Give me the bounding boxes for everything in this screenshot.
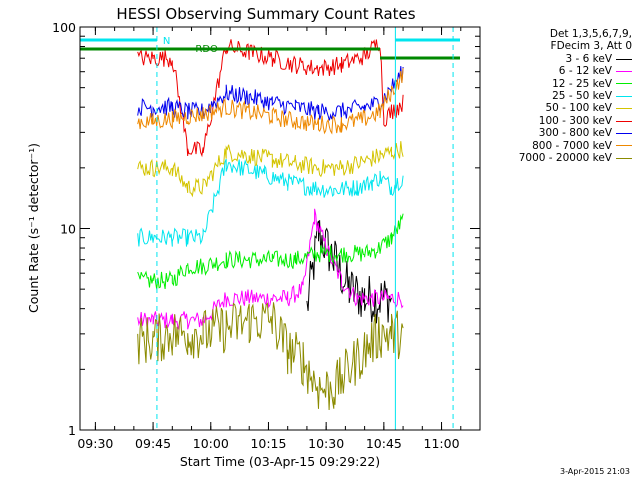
y-tick-label: 1 xyxy=(68,423,76,438)
legend-item: 12 - 25 keV xyxy=(492,78,632,90)
legend-swatch xyxy=(616,132,632,134)
legend-swatch xyxy=(616,145,632,147)
x-tick-label: 10:30 xyxy=(308,436,344,451)
legend-item: 100 - 300 keV xyxy=(492,115,632,127)
y-axis-label: Count Rate (s⁻¹ detector⁻¹) xyxy=(26,143,41,313)
x-tick-label: 10:15 xyxy=(250,436,286,451)
legend-swatch xyxy=(616,95,632,97)
legend-header-line-2: FDecim 3, Att 0 xyxy=(550,40,632,53)
legend-item: 3 - 6 keV xyxy=(492,53,632,65)
x-tick-label: 09:45 xyxy=(135,436,171,451)
y-tick-label: 100 xyxy=(52,20,76,35)
legend-swatch xyxy=(616,83,632,85)
legend-item: 7000 - 20000 keV xyxy=(492,152,632,164)
legend-label: 300 - 800 keV xyxy=(538,127,612,140)
series-line xyxy=(137,158,404,247)
legend-label: 12 - 25 keV xyxy=(552,77,612,90)
plot-frame xyxy=(79,26,481,431)
legend-swatch xyxy=(616,108,632,110)
series-line xyxy=(137,208,404,330)
legend-item: 800 - 7000 keV xyxy=(492,140,632,152)
legend-header-line-1: Det 1,3,5,6,7,9, xyxy=(549,28,632,40)
legend-label: 7000 - 20000 keV xyxy=(518,152,612,165)
legend-label: 50 - 100 keV xyxy=(545,102,612,115)
legend-label: 800 - 7000 keV xyxy=(532,139,612,152)
series-line xyxy=(137,68,404,135)
x-tick-label: 10:00 xyxy=(193,436,229,451)
series-line xyxy=(137,39,404,158)
x-axis-label: Start Time (03-Apr-15 09:29:22) xyxy=(180,454,380,469)
series-line xyxy=(137,213,404,290)
legend-label: 3 - 6 keV xyxy=(565,52,612,65)
x-tick-label: 10:45 xyxy=(366,436,402,451)
legend-swatch xyxy=(616,70,632,72)
legend-item: 300 - 800 keV xyxy=(492,127,632,139)
chart-title: HESSI Observing Summary Count Rates xyxy=(116,5,415,23)
legend-item: 25 - 50 keV xyxy=(492,90,632,102)
footer-timestamp: 3-Apr-2015 21:03 xyxy=(560,467,630,476)
legend-label: 25 - 50 keV xyxy=(552,90,612,103)
legend-label: 6 - 12 keV xyxy=(558,65,612,78)
legend-label: 100 - 300 keV xyxy=(538,114,612,127)
legend-swatch xyxy=(616,157,632,159)
series-line xyxy=(137,66,404,121)
legend-item: 6 - 12 keV xyxy=(492,65,632,77)
legend-item: 50 - 100 keV xyxy=(492,102,632,114)
legend-swatch xyxy=(616,120,632,122)
series-line xyxy=(137,141,404,198)
legend-swatch xyxy=(616,58,632,60)
x-tick-label: 09:30 xyxy=(77,436,113,451)
x-tick-label: 11:00 xyxy=(424,436,460,451)
rdo-label: RDO xyxy=(195,44,218,55)
series-line xyxy=(306,220,392,324)
legend: Det 1,3,5,6,7,9, FDecim 3, Att 0 3 - 6 k… xyxy=(492,28,632,164)
night-label: N xyxy=(163,36,170,47)
y-tick-label: 10 xyxy=(60,222,76,237)
series-line xyxy=(137,302,404,411)
